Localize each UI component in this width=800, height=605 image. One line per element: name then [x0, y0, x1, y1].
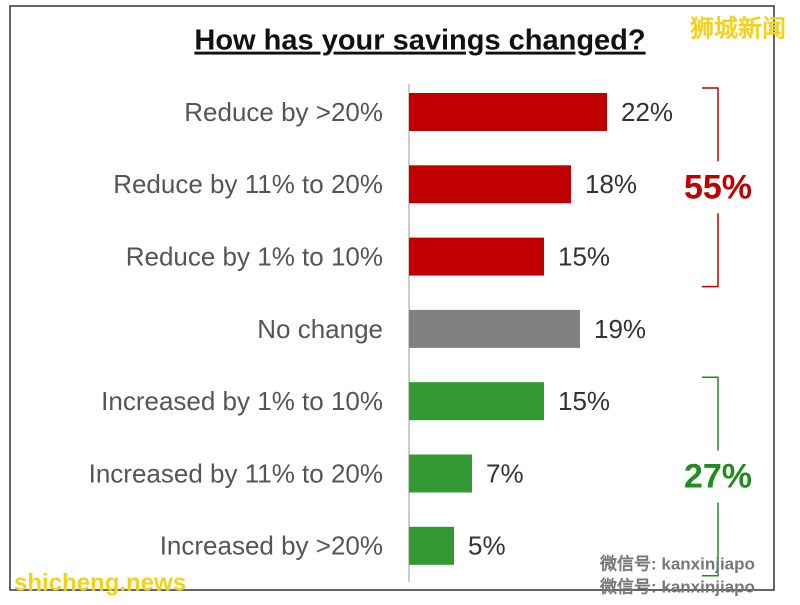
value-label: 5% — [468, 531, 506, 561]
value-label: 19% — [594, 314, 646, 344]
value-label: 18% — [585, 169, 637, 199]
watermark: 微信号: kanxinjiapo — [599, 576, 755, 596]
watermark: 微信号: kanxinjiapo — [599, 553, 755, 573]
bar — [409, 526, 454, 565]
watermark: shicheng.news — [14, 569, 186, 596]
bracket-gap — [714, 161, 722, 214]
watermark: 狮城新闻 — [690, 14, 786, 42]
bar — [409, 309, 580, 348]
category-label: Reduce by 11% to 20% — [113, 169, 383, 199]
group-total: 55% — [684, 168, 752, 206]
bar — [409, 165, 571, 204]
bar — [409, 93, 607, 131]
category-label: Increased by 11% to 20% — [89, 458, 383, 488]
bar — [409, 237, 544, 276]
value-label: 7% — [486, 458, 524, 488]
category-label: Increased by >20% — [160, 531, 383, 561]
bracket-gap — [714, 450, 722, 503]
value-label: 15% — [558, 386, 610, 416]
bar — [409, 454, 472, 493]
bar — [409, 382, 544, 421]
category-label: No change — [257, 314, 383, 344]
category-label: Reduce by >20% — [184, 97, 383, 127]
category-label: Reduce by 1% to 10% — [126, 241, 383, 271]
frame — [9, 5, 775, 591]
value-label: 22% — [621, 97, 673, 127]
value-label: 15% — [558, 241, 610, 271]
category-label: Increased by 1% to 10% — [101, 386, 383, 416]
group-total: 27% — [684, 457, 752, 495]
chart-title: How has your savings changed? — [194, 25, 645, 57]
